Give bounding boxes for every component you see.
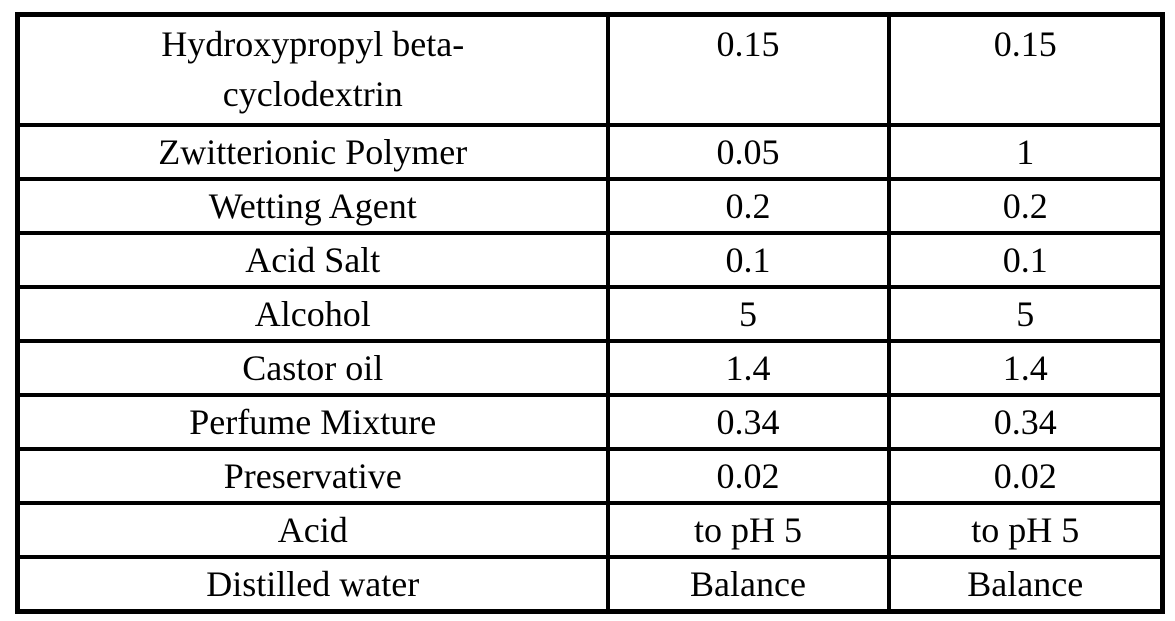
table-row: Acid to pH 5 to pH 5	[15, 501, 1165, 559]
ingredient-cell: Wetting Agent	[15, 177, 610, 235]
table-row: Perfume Mixture 0.34 0.34	[15, 393, 1165, 451]
value-cell: 0.05	[605, 123, 891, 181]
value-cell: 0.2	[886, 177, 1165, 235]
ingredient-cell: Distilled water	[15, 555, 610, 614]
value-cell: 0.15	[886, 12, 1165, 127]
ingredient-cell: Acid Salt	[15, 231, 610, 289]
ingredient-cell: Alcohol	[15, 285, 610, 343]
ingredient-cell: Preservative	[15, 447, 610, 505]
table-row: Preservative 0.02 0.02	[15, 447, 1165, 505]
value-cell: 5	[886, 285, 1165, 343]
value-cell: 0.02	[886, 447, 1165, 505]
ingredient-cell: Hydroxypropyl beta- cyclodextrin	[15, 12, 610, 127]
value-cell: 0.02	[605, 447, 891, 505]
value-cell: Balance	[605, 555, 891, 614]
table-row: Acid Salt 0.1 0.1	[15, 231, 1165, 289]
table-row: Wetting Agent 0.2 0.2	[15, 177, 1165, 235]
ingredient-cell: Castor oil	[15, 339, 610, 397]
value-cell: 1.4	[605, 339, 891, 397]
value-cell: 1.4	[886, 339, 1165, 397]
ingredient-cell: Acid	[15, 501, 610, 559]
ingredient-cell: Perfume Mixture	[15, 393, 610, 451]
table-row: Castor oil 1.4 1.4	[15, 339, 1165, 397]
value-cell: 0.2	[605, 177, 891, 235]
table-row: Distilled water Balance Balance	[15, 555, 1165, 614]
table-row: Alcohol 5 5	[15, 285, 1165, 343]
value-cell: 1	[886, 123, 1165, 181]
value-cell: 0.34	[886, 393, 1165, 451]
formulation-table: Hydroxypropyl beta- cyclodextrin 0.15 0.…	[15, 12, 1165, 614]
table-row: Zwitterionic Polymer 0.05 1	[15, 123, 1165, 181]
value-cell: 0.1	[605, 231, 891, 289]
ingredient-cell: Zwitterionic Polymer	[15, 123, 610, 181]
value-cell: 0.34	[605, 393, 891, 451]
value-cell: Balance	[886, 555, 1165, 614]
value-cell: 0.1	[886, 231, 1165, 289]
value-cell: to pH 5	[886, 501, 1165, 559]
table-row: Hydroxypropyl beta- cyclodextrin 0.15 0.…	[15, 12, 1165, 127]
value-cell: 0.15	[605, 12, 891, 127]
value-cell: 5	[605, 285, 891, 343]
value-cell: to pH 5	[605, 501, 891, 559]
